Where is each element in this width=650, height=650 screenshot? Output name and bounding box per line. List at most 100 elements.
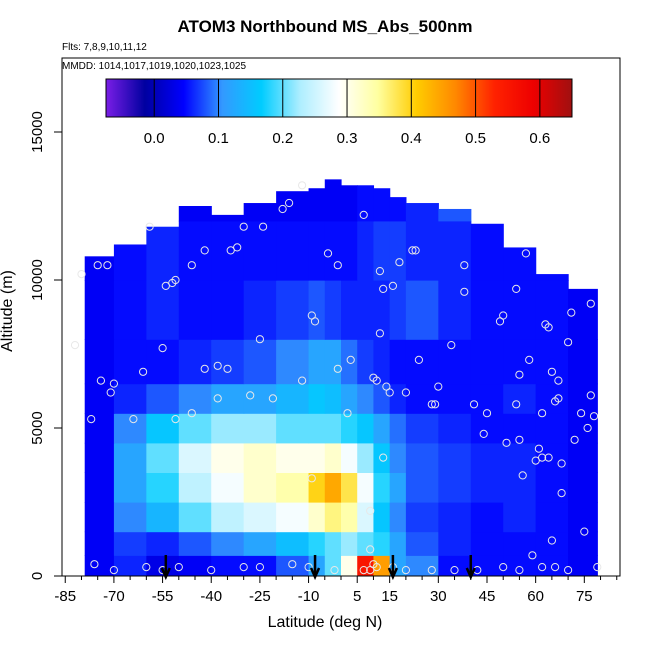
field-cell — [373, 502, 391, 533]
x-axis: -85 -70 -55 -40 -25 -10 5 15 30 45 60 75 — [54, 576, 618, 605]
sample-point — [109, 379, 119, 388]
sample-point — [285, 198, 294, 208]
sample-point — [246, 391, 255, 400]
field-cell — [178, 472, 212, 503]
field-cell — [568, 472, 598, 503]
field-cell — [357, 502, 375, 533]
x-tick-label: -40 — [200, 588, 222, 605]
field-cell — [405, 220, 439, 281]
sample-point — [93, 261, 102, 270]
sample-point — [87, 415, 96, 424]
field-cell — [405, 203, 439, 222]
field-cell — [503, 339, 537, 385]
field-cell — [276, 442, 310, 473]
sample-point — [512, 284, 521, 293]
field-cell — [324, 442, 342, 473]
sample-point — [388, 281, 397, 290]
field-cell — [178, 555, 212, 576]
field-cell — [243, 220, 277, 281]
sample-point — [447, 341, 456, 350]
field-cell — [211, 339, 245, 385]
field-cell — [470, 442, 504, 473]
sample-point — [171, 275, 180, 285]
field-cell — [211, 531, 245, 556]
field-cell — [308, 220, 326, 281]
sample-point — [531, 456, 540, 465]
sample-point — [515, 435, 524, 444]
sample-point — [586, 391, 595, 400]
field-cell — [357, 280, 375, 340]
field-cell — [178, 531, 212, 556]
sample-point — [401, 388, 410, 397]
field-cell — [438, 442, 472, 473]
x-tick-label: 15 — [381, 588, 398, 605]
sample-point — [103, 261, 112, 270]
field-cell — [357, 383, 375, 414]
field-cell — [568, 502, 598, 533]
sample-point — [161, 281, 170, 290]
field-cell — [84, 413, 115, 444]
sample-point — [171, 415, 180, 424]
field-cell — [470, 502, 504, 533]
sample-point — [207, 566, 216, 575]
field-cell — [276, 191, 310, 222]
field-cell — [438, 413, 472, 444]
field-cell — [324, 339, 342, 385]
x-tick-label: 75 — [576, 588, 593, 605]
field-cell — [405, 442, 439, 473]
field-cell — [535, 274, 569, 281]
field-cell — [146, 413, 180, 444]
field-cell — [308, 531, 326, 556]
field-cell — [373, 531, 391, 556]
field-cell — [470, 223, 504, 281]
field-cell — [389, 339, 407, 385]
sample-point — [96, 376, 106, 385]
field-cell — [324, 179, 342, 222]
field-cell — [178, 383, 212, 414]
sample-point — [307, 474, 316, 483]
field-cell — [535, 472, 569, 503]
field-cell — [373, 220, 391, 281]
field-cell — [373, 442, 391, 473]
field-cell — [373, 280, 391, 340]
field-cell — [211, 413, 245, 444]
x-tick-label: -10 — [298, 588, 320, 605]
sample-point — [499, 563, 508, 572]
sample-point — [187, 261, 196, 270]
field-cell — [146, 531, 180, 556]
field-cell — [389, 197, 407, 222]
field-cell — [341, 531, 358, 556]
field-cell — [470, 472, 504, 503]
field-cell — [276, 220, 310, 281]
field-cell — [276, 280, 310, 340]
field-cell — [438, 383, 472, 414]
arrow-head — [309, 567, 321, 581]
field-cell — [146, 339, 180, 385]
sample-point — [479, 429, 488, 438]
field-cell — [243, 339, 277, 385]
field-cell — [357, 555, 375, 576]
field-cell — [324, 220, 342, 281]
sample-point — [158, 344, 167, 353]
sample-point — [310, 317, 320, 326]
field-cell — [341, 383, 358, 414]
field-cell — [243, 472, 277, 503]
sample-point — [544, 453, 553, 462]
sample-point — [547, 367, 557, 376]
field-cell — [113, 280, 147, 340]
field-cell — [389, 442, 407, 473]
sample-point — [427, 400, 436, 409]
field-cell — [405, 280, 439, 340]
field-cell — [84, 502, 115, 533]
sample-point — [544, 323, 553, 332]
field-cell — [113, 339, 147, 385]
colorbar-tick-label: 0.4 — [401, 130, 422, 147]
field-cell — [535, 413, 569, 444]
sample-point — [469, 400, 479, 409]
field-cell — [389, 472, 407, 503]
x-tick-label: -55 — [152, 588, 174, 605]
sample-point — [343, 409, 352, 418]
field-cell — [568, 339, 598, 385]
field-cell — [324, 383, 342, 414]
